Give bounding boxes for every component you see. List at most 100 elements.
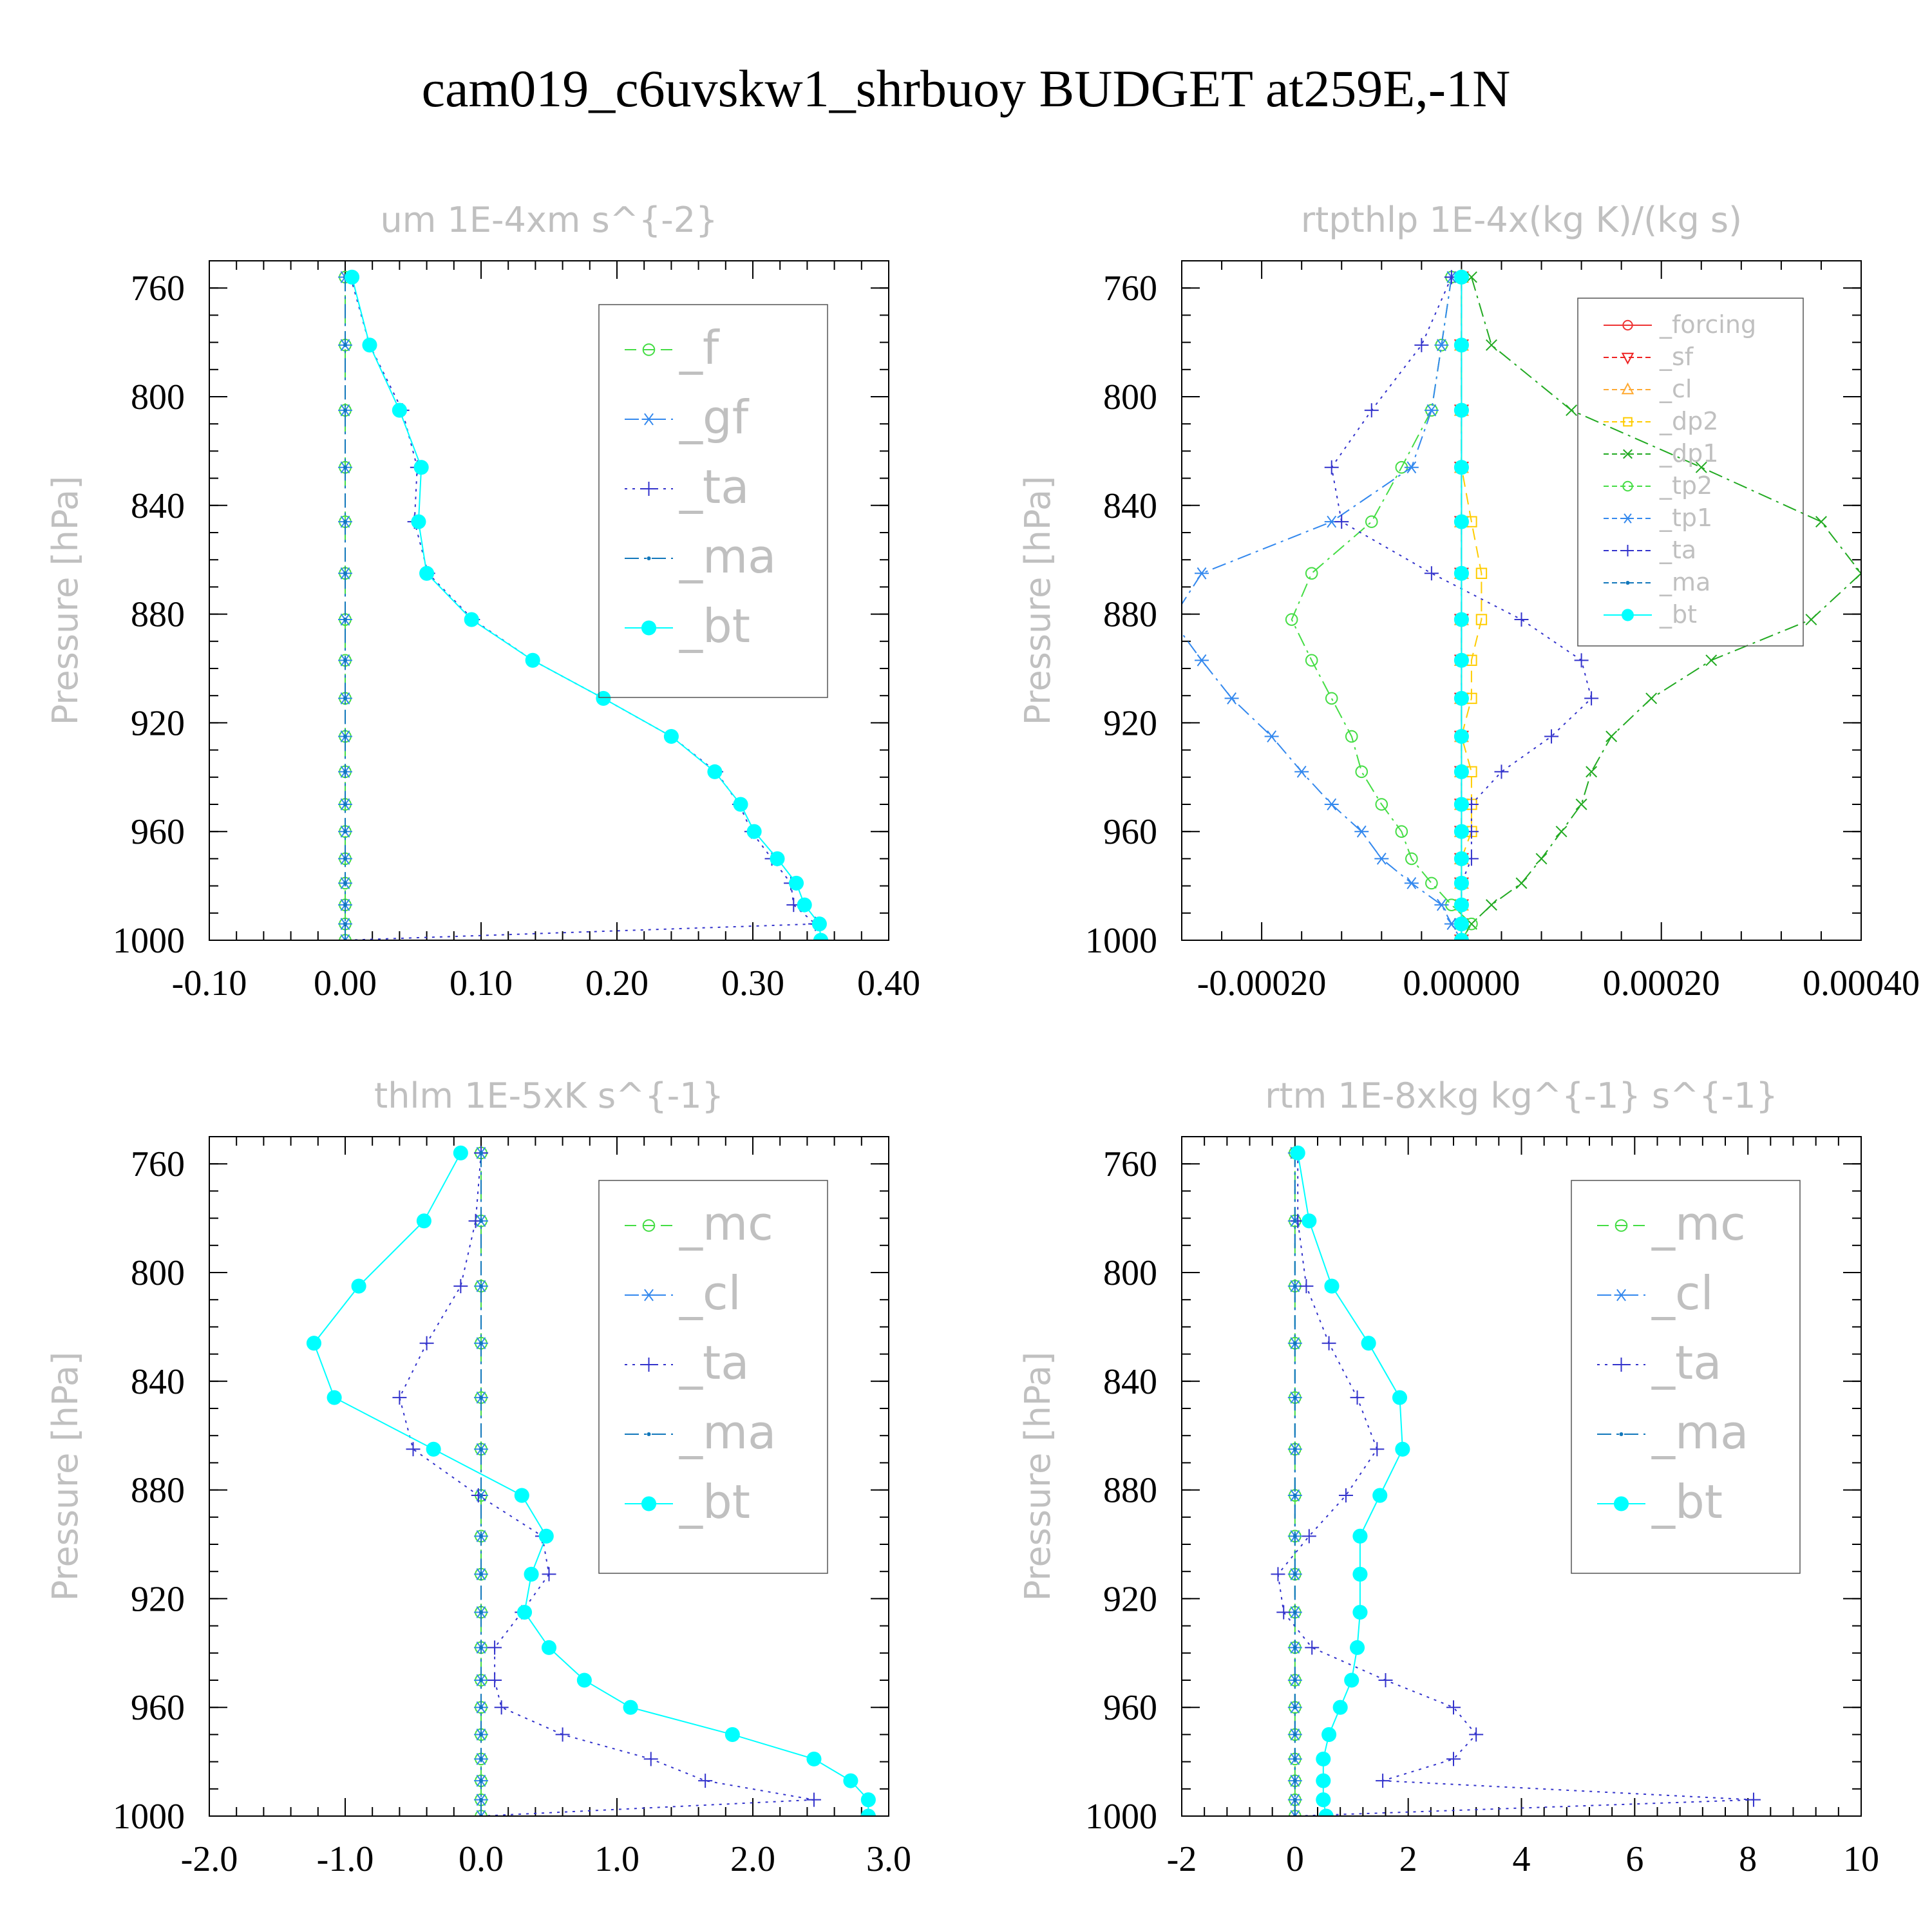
legend-label: _bt [679,1475,750,1529]
legend-marker [1615,1219,1628,1232]
legend-marker [1622,609,1634,621]
x-tick-label: 0.00 [314,963,377,1003]
x-tick-label: 3.0 [866,1839,911,1879]
x-tick-label: -2.0 [181,1839,238,1879]
legend-marker [641,1496,657,1511]
data-point [1293,1493,1297,1498]
data-point [1370,1442,1385,1457]
data-point [860,1808,876,1816]
data-point [1855,567,1861,580]
data-point [1345,730,1358,743]
data-point [806,1792,821,1807]
data-point [343,465,347,469]
data-point [479,1610,483,1615]
data-point [362,337,377,353]
data-point [488,1673,502,1687]
legend-label: _ma [679,529,776,583]
data-point [1293,1447,1297,1452]
x-tick-label: 0.00000 [1403,963,1520,1003]
data-point [1584,691,1599,706]
data-point [479,1284,483,1289]
data-point [1334,515,1349,529]
data-point [1293,1284,1297,1289]
data-point [479,1396,483,1400]
data-point [411,514,426,529]
data-point [1454,797,1469,812]
data-point [479,1757,483,1761]
data-point [1815,516,1827,528]
legend-marker [647,556,651,560]
data-point [1454,514,1469,529]
data-point [413,460,429,475]
data-point [343,343,347,347]
legend-label: _ta [679,460,749,514]
data-point [1374,853,1389,865]
data-point [1293,1610,1297,1615]
legend-label: _bt [1651,1475,1723,1529]
data-point [541,1640,557,1655]
x-tick-label: -2 [1167,1839,1197,1879]
data-point [724,1727,740,1742]
data-point [479,1645,483,1650]
data-point [1424,566,1439,581]
legend-marker [641,620,657,636]
y-tick-label: 1000 [113,921,185,961]
data-point [479,1534,483,1539]
series_bt [345,269,829,940]
data-point [306,1336,322,1351]
x-tick-label: 0.0 [459,1839,504,1879]
legend-marker [641,1289,656,1302]
x-tick-label: 2 [1399,1839,1417,1879]
legend-label: _cl [1651,1266,1714,1320]
data-point [1271,1567,1285,1582]
y-tick-label: 1000 [1085,1797,1157,1837]
data-point [1293,1797,1297,1802]
data-point [1574,653,1589,668]
data-point [1338,1488,1353,1503]
data-point [1486,339,1497,351]
y-tick-label: 840 [131,1362,185,1402]
y-tick-label: 880 [1103,1471,1157,1511]
data-point [1566,404,1578,417]
data-point [1316,1773,1331,1788]
data-point [1375,798,1388,811]
plot-area [1182,269,1861,940]
data-point [1446,1700,1461,1715]
data-point [1454,728,1469,744]
data-point [1264,730,1279,743]
legend-label: _cl [679,1266,741,1320]
data-point [1705,654,1718,667]
legend-label: _gf [679,390,750,444]
x-tick-label: 0.10 [450,963,513,1003]
data-point [1515,877,1528,889]
y-tick-label: 800 [131,1253,185,1293]
data-point [1405,852,1418,866]
data-point [479,1341,483,1345]
data-point [1605,730,1618,743]
data-point [343,734,347,739]
data-point [1305,654,1318,667]
legend-marker [642,343,656,356]
data-point [343,618,347,622]
data-point [343,770,347,774]
data-point [1434,898,1449,911]
data-point [1555,826,1567,838]
legend-box [1577,298,1804,647]
x-tick-label: 6 [1625,1839,1643,1879]
series_bt [306,1145,876,1816]
legend-marker [641,413,656,426]
series_ma [343,275,347,940]
data-point [1365,515,1378,528]
legend-marker [1621,382,1634,395]
y-tick-label: 960 [1103,1688,1157,1728]
y-tick-label: 840 [131,486,185,526]
data-point [1424,404,1439,417]
data-point [1454,612,1469,627]
panel-title: rtpthlp 1E-4x(kg K)/(kg s) [1301,200,1742,240]
data-point [663,728,679,744]
data-point [479,1797,483,1802]
series_dp1 [1455,271,1861,940]
data-point [392,1390,407,1405]
legend: _mc _cl _ta _ma _bt [598,1180,828,1574]
data-point [1285,613,1298,626]
